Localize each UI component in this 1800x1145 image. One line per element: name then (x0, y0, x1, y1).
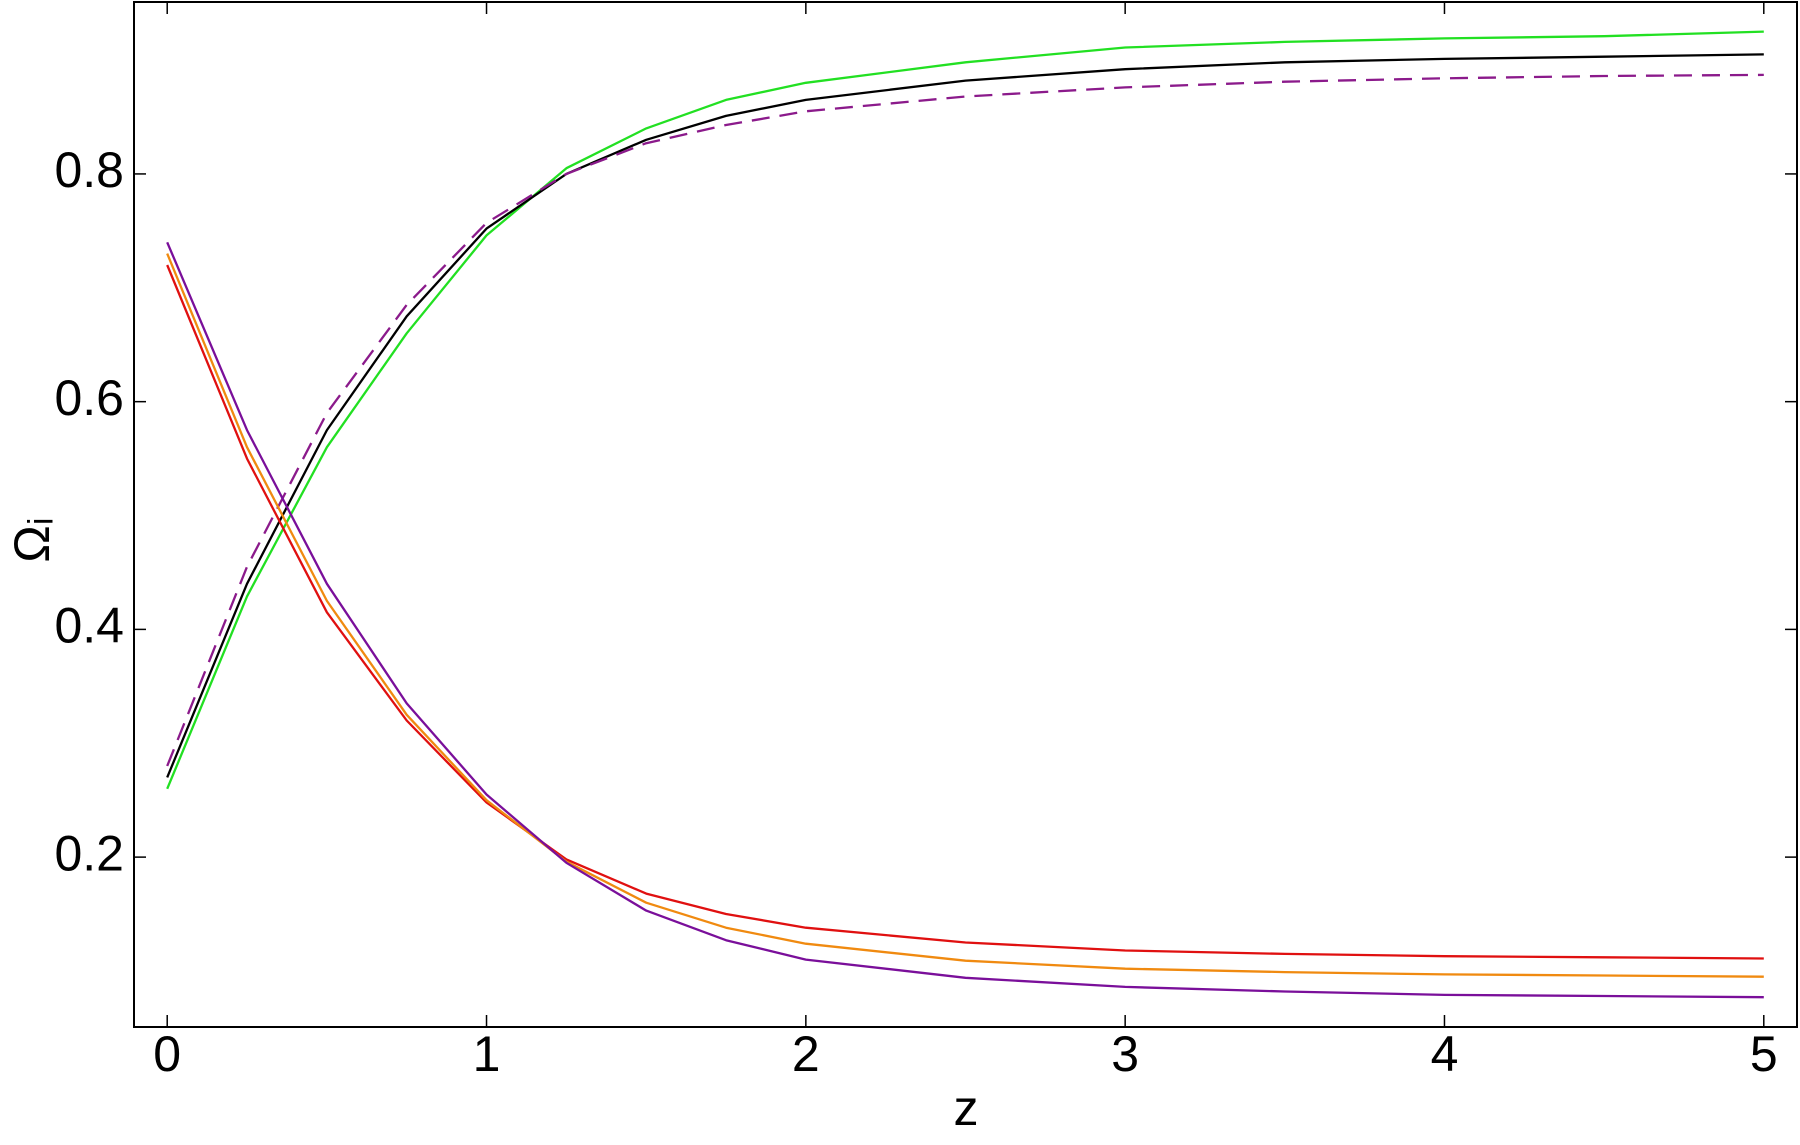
y-tick-label: 0.6 (54, 370, 124, 426)
series-line (166, 73, 1764, 767)
y-tick-label: 0.2 (54, 825, 124, 881)
x-tick-label: 4 (1431, 1026, 1459, 1082)
x-tick-label: 0 (153, 1026, 181, 1082)
y-tick-label: 0.8 (54, 142, 124, 198)
x-tick-label: 5 (1750, 1026, 1778, 1082)
x-tick-label: 3 (1111, 1026, 1139, 1082)
series-line (166, 53, 1764, 778)
y-tick-label: 0.4 (54, 598, 124, 654)
series-line (166, 241, 1764, 999)
x-tick-label: 1 (473, 1026, 501, 1082)
x-tick-label: 2 (792, 1026, 820, 1082)
x-axis-label: z (954, 1080, 979, 1136)
y-axis-label: Ωᵢ (4, 517, 60, 562)
series-line (166, 253, 1764, 978)
series-line (166, 264, 1764, 960)
series-line (166, 30, 1764, 790)
plot-frame (133, 1, 1798, 1028)
